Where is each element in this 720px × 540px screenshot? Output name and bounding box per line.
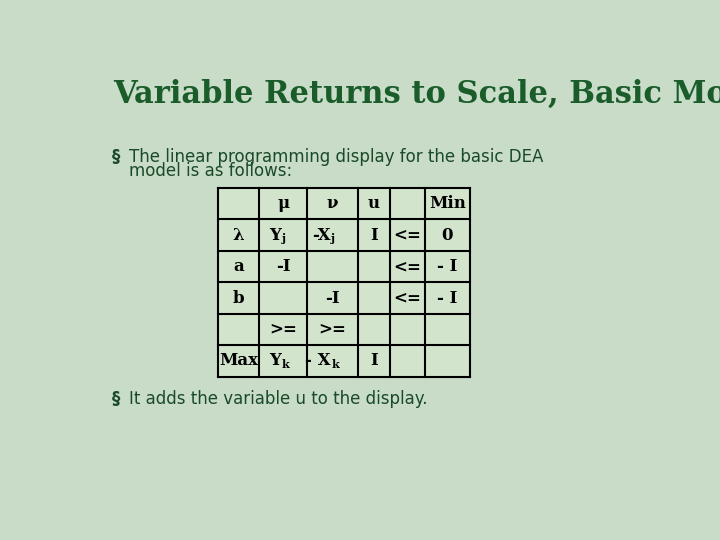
Text: k: k [282,359,289,369]
Text: §: § [112,390,120,408]
Text: model is as follows:: model is as follows: [129,162,292,180]
Bar [390,219,425,251]
Text: Y: Y [269,353,281,369]
Bar [218,314,259,345]
Bar [425,282,469,314]
Bar [307,345,358,377]
Bar [390,188,425,219]
Text: >=: >= [269,321,297,338]
Bar [259,251,307,282]
Bar [259,219,307,251]
Text: -I: -I [325,289,340,307]
Bar [425,345,469,377]
Bar [218,282,259,314]
Text: I: I [370,227,378,244]
Bar [425,188,469,219]
Text: Min: Min [429,195,466,212]
Bar [259,188,307,219]
Text: -X: -X [312,227,330,244]
Text: -I: -I [276,258,291,275]
Text: It adds the variable u to the display.: It adds the variable u to the display. [129,390,427,408]
Text: <=: <= [394,289,421,307]
Text: Y: Y [269,227,281,244]
Bar [425,219,469,251]
Bar [307,219,358,251]
Text: a: a [233,258,244,275]
Bar [358,282,390,314]
Bar [218,188,259,219]
Bar [259,314,307,345]
Text: >=: >= [319,321,346,338]
Bar [358,345,390,377]
Text: Max: Max [219,353,258,369]
Text: μ: μ [277,195,289,212]
Text: j: j [282,233,286,244]
Bar [218,345,259,377]
Text: <=: <= [394,258,421,275]
Bar [218,251,259,282]
Bar [307,251,358,282]
Bar [390,251,425,282]
Bar [390,345,425,377]
Text: b: b [233,289,244,307]
Text: j: j [331,233,335,244]
Text: 0: 0 [441,227,453,244]
Text: I: I [370,353,378,369]
Text: - I: - I [437,289,458,307]
Bar [390,282,425,314]
Bar [425,314,469,345]
Text: - X: - X [305,353,330,369]
Text: k: k [331,359,339,369]
Bar [390,314,425,345]
Text: The linear programming display for the basic DEA: The linear programming display for the b… [129,148,543,166]
Bar [218,219,259,251]
Bar [358,188,390,219]
Bar [307,188,358,219]
Text: §: § [112,148,120,166]
Bar [307,314,358,345]
Bar [259,345,307,377]
Text: - I: - I [437,258,458,275]
Bar [358,251,390,282]
Text: Variable Returns to Scale, Basic Model: Variable Returns to Scale, Basic Model [113,79,720,110]
Bar [358,314,390,345]
Bar [259,282,307,314]
Bar [307,282,358,314]
Text: <=: <= [394,227,421,244]
Text: λ: λ [233,227,245,244]
Text: ν: ν [327,195,338,212]
Bar [358,219,390,251]
Bar [425,251,469,282]
Text: u: u [368,195,380,212]
